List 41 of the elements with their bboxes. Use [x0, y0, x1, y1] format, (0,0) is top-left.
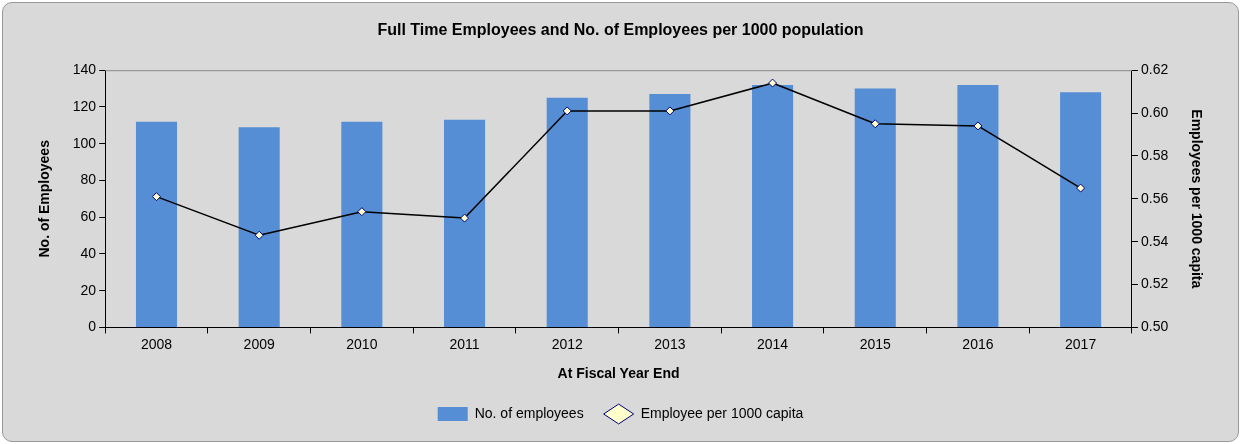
bar: [546, 97, 588, 327]
y2-tick-label: 0.60: [1140, 103, 1169, 120]
bar: [1060, 92, 1102, 327]
y2-axis-title: Employees per 1000 capita: [1188, 109, 1205, 289]
bar: [135, 121, 178, 327]
bar: [238, 127, 280, 327]
legend-label: Employee per 1000 capita: [640, 404, 804, 421]
y-tick-label: 0: [88, 318, 97, 335]
x-tick-label: 2011: [449, 335, 480, 352]
y2-tick-label: 0.52: [1140, 275, 1169, 292]
y-tick-label: 120: [72, 97, 97, 114]
legend-label: No. of employees: [474, 404, 584, 421]
bar: [444, 119, 486, 327]
x-tick-label: 2008: [140, 335, 173, 352]
y-axis-title: No. of Employees: [36, 139, 53, 258]
x-tick-label: 2010: [346, 335, 378, 352]
x-tick-label: 2017: [1065, 335, 1097, 352]
y-tick-label: 140: [72, 61, 97, 78]
x-tick-label: 2012: [551, 335, 583, 352]
y-tick-label: 100: [72, 134, 97, 151]
y-tick-label: 40: [80, 244, 97, 261]
x-tick-label: 2015: [859, 335, 892, 352]
y-tick-label: 80: [80, 171, 97, 188]
x-tick-label: 2013: [654, 335, 686, 352]
bar: [341, 121, 383, 327]
y2-tick-label: 0.58: [1140, 146, 1169, 163]
y2-tick-label: 0.54: [1140, 232, 1169, 249]
bar: [957, 84, 999, 327]
x-axis-title: At Fiscal Year End: [557, 365, 680, 382]
y-tick-label: 60: [80, 208, 97, 225]
x-tick-label: 2009: [243, 335, 275, 352]
y-tick-label: 20: [80, 281, 97, 298]
bar: [854, 88, 896, 327]
bar: [649, 94, 691, 327]
chart-title: Full Time Employees and No. of Employees per 1000 population: [377, 21, 864, 39]
x-tick-label: 2014: [757, 335, 789, 352]
bar: [752, 84, 794, 327]
y2-tick-label: 0.62: [1140, 61, 1169, 78]
x-tick-label: 2016: [962, 335, 994, 352]
y2-tick-label: 0.50: [1140, 318, 1169, 335]
y2-tick-label: 0.56: [1140, 189, 1169, 206]
